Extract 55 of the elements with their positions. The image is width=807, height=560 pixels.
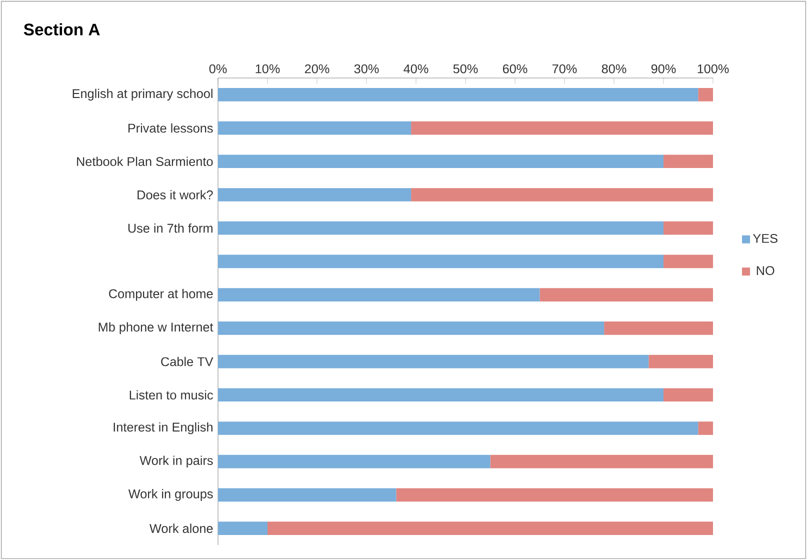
bar (663, 254, 713, 268)
x-tick-label: 70% (552, 64, 577, 74)
bar (218, 488, 396, 502)
bar (268, 522, 713, 535)
bar (663, 388, 713, 402)
text: Section A (24, 23, 100, 36)
legend-label: NO (756, 266, 774, 276)
bar (490, 454, 713, 468)
bar (218, 288, 540, 302)
y-tick-label: Use in 7th form (128, 223, 212, 233)
bar (218, 154, 664, 168)
x-tick-label: 80% (602, 64, 626, 74)
bar (396, 488, 713, 502)
x-tick-label: 30% (354, 64, 379, 74)
bar (698, 422, 713, 435)
bar (218, 322, 604, 335)
y-tick-label: Work in pairs (140, 456, 213, 468)
bar (604, 322, 713, 335)
bar (218, 121, 412, 135)
bar (218, 221, 664, 235)
x-tick-label: 100% (698, 64, 729, 74)
y-tick-label: Listen to music (130, 390, 213, 400)
bar (540, 288, 713, 302)
bar (648, 354, 713, 368)
y-tick-label: Does it work? (138, 190, 213, 200)
y-tick-label: Work in groups (128, 489, 213, 501)
bar (218, 522, 268, 535)
y-tick-label: Work alone (150, 524, 213, 533)
bar (218, 88, 698, 102)
bar (218, 354, 649, 368)
bar (218, 254, 664, 268)
x-tick-label: 50% (453, 64, 478, 74)
y-tick-label: English at primary school (72, 88, 212, 101)
bar (218, 422, 698, 435)
y-tick-label: Cable TV (161, 356, 214, 366)
bar (663, 154, 713, 168)
bar (698, 88, 713, 102)
x-tick-label: 90% (651, 64, 676, 74)
legend-label: YES (752, 234, 778, 243)
bar (218, 188, 412, 202)
x-tick-label: 0% (209, 64, 227, 74)
x-tick-label: 20% (304, 64, 330, 74)
bar (411, 121, 713, 135)
bar (218, 454, 490, 468)
bar (218, 388, 664, 402)
y-tick-label: Computer at home (109, 288, 213, 301)
y-tick-label: Private lessons (128, 123, 213, 133)
y-tick-label: Mb phone w Internet (98, 322, 214, 334)
y-tick-label: Interest in English (114, 422, 212, 434)
bar (663, 221, 713, 235)
x-tick-label: 40% (404, 64, 428, 74)
y-tick-label: Netbook Plan Sarmiento (77, 156, 213, 166)
x-tick-label: 10% (256, 64, 280, 74)
x-tick-label: 60% (502, 64, 528, 74)
bar (411, 188, 713, 202)
